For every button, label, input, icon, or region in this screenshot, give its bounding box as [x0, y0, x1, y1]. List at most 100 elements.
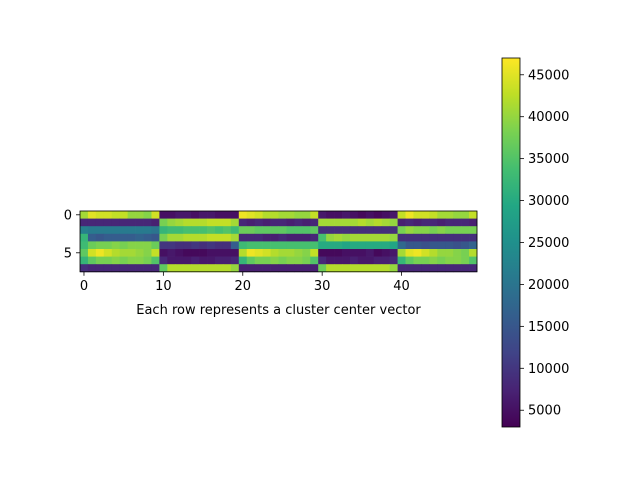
heatmap-cell: [437, 241, 446, 250]
heatmap-cell: [80, 226, 89, 235]
heatmap-cell: [413, 233, 422, 242]
heatmap-cell: [127, 233, 136, 242]
heatmap-cell: [111, 249, 121, 257]
heatmap-cell: [397, 226, 406, 235]
heatmap-cell: [302, 241, 311, 250]
heatmap-cell: [437, 264, 446, 273]
heatmap-cell: [445, 233, 454, 242]
heatmap-cell: [469, 226, 478, 235]
heatmap-cell: [87, 249, 97, 257]
heatmap-cell: [222, 249, 232, 257]
heatmap-cell: [111, 233, 121, 242]
heatmap-cell: [270, 226, 279, 235]
x-axis-ticks: 0 10 20 30 40: [80, 271, 410, 294]
heatmap-cell: [318, 264, 327, 273]
heatmap-cell: [453, 233, 462, 242]
heatmap-cell: [80, 218, 89, 227]
heatmap-cell: [373, 249, 383, 257]
heatmap-cell: [318, 226, 327, 235]
heatmap-cell: [111, 256, 121, 265]
heatmap-cell: [87, 233, 97, 242]
heatmap-cell: [246, 264, 256, 273]
x-tick-label: 20: [234, 279, 251, 294]
heatmap-cell: [207, 226, 216, 235]
heatmap-cell: [318, 249, 327, 257]
heatmap-cell: [199, 226, 208, 235]
heatmap-cell: [151, 233, 160, 242]
heatmap-cell: [342, 256, 351, 265]
heatmap-cell: [167, 226, 176, 235]
heatmap-cell: [429, 211, 438, 219]
heatmap-cell: [127, 264, 136, 273]
heatmap-cell: [405, 218, 414, 227]
heatmap-cell: [342, 264, 351, 273]
colorbar-tick-label: 15000: [528, 320, 569, 335]
heatmap-cell: [349, 226, 359, 235]
heatmap-cell: [461, 249, 470, 257]
heatmap-cell: [143, 226, 152, 235]
heatmap-cell: [278, 233, 287, 242]
heatmap-cell: [469, 264, 478, 273]
heatmap-cell: [302, 233, 311, 242]
heatmap-cell: [437, 256, 446, 265]
heatmap-cell: [135, 256, 144, 265]
heatmap-cell: [270, 264, 279, 273]
heatmap-cell: [445, 211, 454, 219]
heatmap-cell: [95, 241, 105, 250]
heatmap-cell: [365, 249, 375, 257]
heatmap-cell: [421, 256, 430, 265]
heatmap-cell: [469, 218, 478, 227]
heatmap-cell: [469, 211, 478, 219]
heatmap-cell: [413, 218, 422, 227]
heatmap-cell: [214, 233, 224, 242]
heatmap-cell: [429, 233, 438, 242]
heatmap-cell: [413, 211, 422, 219]
heatmap-cell: [357, 241, 367, 250]
heatmap-cell: [334, 256, 343, 265]
heatmap-cell: [270, 241, 279, 250]
heatmap-cell: [349, 256, 359, 265]
heatmap-cell: [381, 211, 391, 219]
heatmap-cell: [246, 241, 256, 250]
heatmap-cell: [230, 226, 240, 235]
heatmap-cell: [310, 226, 319, 235]
heatmap-cell: [135, 233, 144, 242]
heatmap-cell: [191, 249, 200, 257]
heatmap-cell: [357, 256, 367, 265]
heatmap-cell: [349, 233, 359, 242]
heatmap-cell: [254, 241, 263, 250]
heatmap-cell: [365, 256, 375, 265]
heatmap-cell: [127, 241, 136, 250]
heatmap-cell: [365, 241, 375, 250]
heatmap-cell: [453, 249, 462, 257]
heatmap-cell: [469, 256, 478, 265]
heatmap-cell: [302, 218, 311, 227]
heatmap-cell: [238, 249, 248, 257]
heatmap-cell: [302, 256, 311, 265]
heatmap-cell: [119, 241, 128, 250]
heatmap-cell: [373, 264, 383, 273]
heatmap-cell: [326, 241, 335, 250]
heatmap-cell: [119, 211, 128, 219]
heatmap-cells: [80, 211, 478, 273]
heatmap-cell: [103, 249, 113, 257]
heatmap-cell: [230, 218, 240, 227]
heatmap-cell: [103, 226, 113, 235]
heatmap-cell: [381, 264, 391, 273]
heatmap-cell: [302, 249, 311, 257]
heatmap-cell: [349, 241, 359, 250]
heatmap-cell: [119, 249, 128, 257]
heatmap-cell: [167, 241, 176, 250]
heatmap-cell: [214, 256, 224, 265]
heatmap-cell: [254, 211, 263, 219]
heatmap-cell: [373, 256, 383, 265]
heatmap-cell: [246, 226, 256, 235]
heatmap-cell: [143, 218, 152, 227]
heatmap-cell: [151, 211, 160, 219]
heatmap-cell: [167, 256, 176, 265]
heatmap-cell: [270, 249, 279, 257]
x-tick-label: 40: [393, 279, 410, 294]
heatmap-cell: [191, 241, 200, 250]
heatmap-cell: [357, 211, 367, 219]
